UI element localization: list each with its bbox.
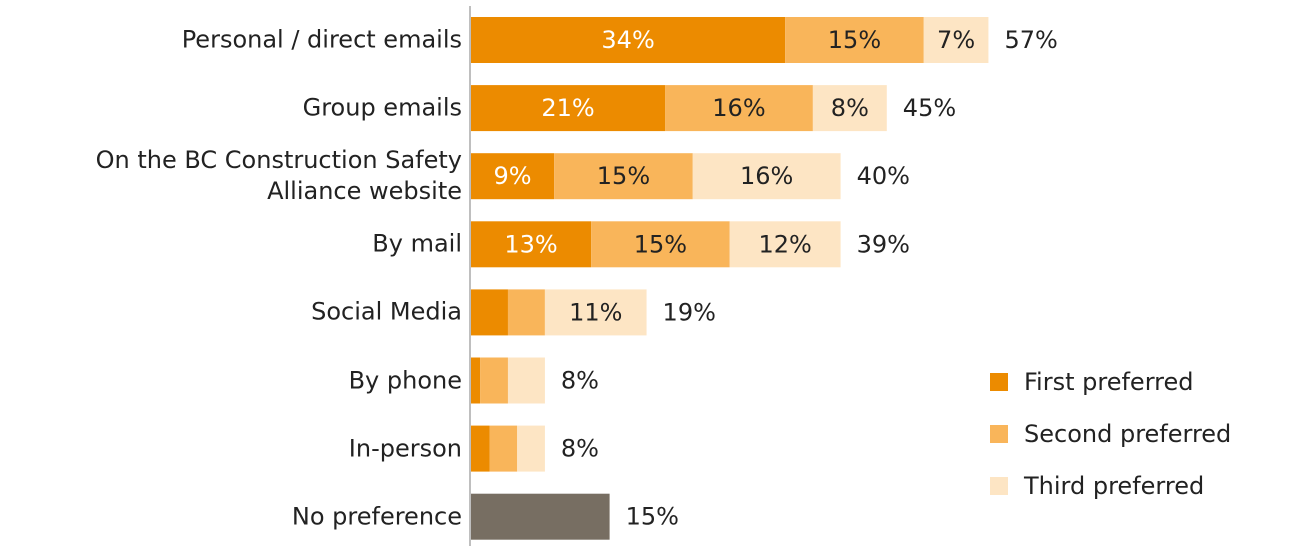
total-label: 15% [626, 503, 679, 531]
value-label: 34% [601, 26, 654, 54]
category-label: By phone [348, 366, 462, 394]
bar [471, 493, 610, 540]
category-label: Social Media [311, 297, 462, 326]
total-label: 19% [663, 298, 716, 326]
bar-segment [517, 425, 545, 472]
bar-segment [665, 85, 813, 132]
legend-label: Second preferred [1024, 420, 1231, 448]
bar-segment [923, 17, 989, 63]
bar-segment [729, 221, 841, 268]
value-label: 15% [828, 26, 881, 54]
total-label: 8% [561, 435, 599, 463]
legend-swatch [990, 425, 1008, 443]
bar-segment [471, 17, 786, 63]
bar-segment [471, 289, 508, 336]
bar-segment [591, 221, 730, 268]
value-label: 9% [494, 162, 532, 190]
category-label: Personal / direct emails [181, 25, 462, 54]
bar-segment [480, 357, 508, 404]
bar-segment [812, 85, 887, 132]
value-label: 16% [740, 162, 793, 190]
value-label: 15% [597, 162, 650, 190]
value-label: 7% [937, 26, 975, 54]
bar-segment [507, 357, 545, 404]
category-label: In-person [348, 434, 462, 463]
bar-segment [554, 153, 693, 200]
bar-segment [471, 153, 555, 200]
legend-swatch [990, 477, 1008, 495]
bar-segment [785, 17, 924, 63]
value-label: 16% [712, 94, 765, 122]
total-label: 8% [561, 367, 599, 395]
category-label: No preference [291, 502, 462, 531]
bar-segment [692, 153, 841, 200]
bar-segment [471, 357, 481, 404]
total-label: 39% [857, 230, 910, 258]
value-label: 8% [831, 94, 869, 122]
value-label: 13% [504, 230, 557, 258]
total-label: 45% [903, 94, 956, 122]
category-label: Group emails [302, 93, 462, 122]
category-label: By mail [372, 229, 462, 258]
total-label: 57% [1004, 26, 1057, 54]
legend-swatch [990, 373, 1008, 391]
bar-segment [471, 425, 490, 472]
value-label: 15% [634, 230, 687, 258]
value-label: 11% [569, 298, 622, 326]
value-label: 21% [541, 94, 594, 122]
legend-label: Third preferred [1023, 472, 1204, 500]
bar-segment [489, 425, 518, 472]
total-label: 40% [857, 162, 910, 190]
bar-segment [544, 289, 647, 336]
category-label: On the BC Construction Safety Alliance w… [95, 146, 462, 206]
bar-segment [507, 289, 545, 336]
legend-label: First preferred [1024, 368, 1193, 396]
value-label: 12% [758, 230, 811, 258]
bar-segment [471, 221, 592, 268]
bar-segment [471, 85, 666, 132]
